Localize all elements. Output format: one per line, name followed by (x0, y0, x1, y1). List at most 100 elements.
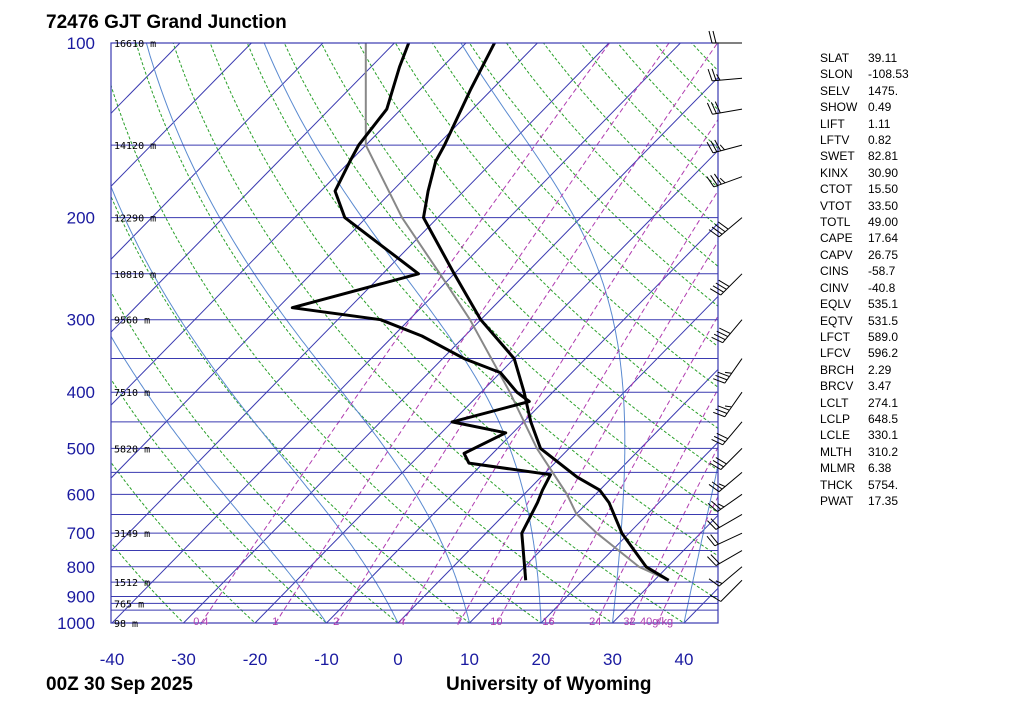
index-value: 2.29 (868, 362, 892, 377)
temperature-tick-label: 10 (460, 650, 479, 669)
wind-barb (709, 579, 743, 602)
mixing-ratio-line (496, 240, 718, 623)
index-key: EQTV (820, 313, 853, 328)
index-row: CINS -58.7 (820, 263, 909, 279)
index-key: CINS (820, 264, 849, 279)
temperature-profile (422, 43, 670, 582)
index-value: 531.5 (868, 313, 899, 328)
chart-title: 72476 GJT Grand Junction (46, 12, 287, 33)
index-key: CTOT (820, 182, 853, 197)
isotherm-line (254, 149, 718, 623)
index-row: SWET 82.81 (820, 148, 909, 164)
pressure-tick-label: 900 (67, 587, 95, 606)
mixing-ratio-line (275, 43, 670, 623)
pressure-tick-label: 1000 (57, 614, 95, 633)
index-value: 17.35 (868, 493, 899, 508)
index-row: SELV 1475. (820, 83, 909, 99)
index-value: 0.82 (868, 133, 892, 148)
index-key: SLON (820, 67, 853, 82)
index-key: EQLV (820, 297, 852, 312)
isotherm-line (612, 514, 718, 623)
mixing-ratio-line (458, 190, 718, 623)
height-label: 1512 m (114, 578, 150, 589)
index-key: LCLT (820, 395, 849, 410)
height-label: 765 m (114, 599, 144, 610)
mixing-ratio-label: 24 (589, 616, 601, 628)
temperature-tick-label: 40 (675, 650, 694, 669)
dry-adiabat-line (616, 43, 718, 150)
index-row: TOTL 49.00 (820, 214, 909, 230)
index-value: -108.53 (868, 67, 909, 82)
index-value: 648.5 (868, 411, 899, 426)
wind-barb (707, 514, 743, 530)
temperature-tick-label: -30 (171, 650, 196, 669)
index-value: -58.7 (868, 264, 896, 279)
index-row: LIFT 1.11 (820, 116, 909, 132)
pressure-tick-label: 100 (67, 34, 95, 53)
index-key: LFCT (820, 329, 850, 344)
index-value: 1475. (868, 83, 899, 98)
dewpoint-profile (290, 43, 552, 581)
isotherm-line (111, 43, 395, 333)
wind-barb (706, 139, 743, 154)
mixing-ratio-line (656, 495, 718, 623)
dry-adiabat-line (320, 43, 718, 471)
mixing-ratio-line (336, 43, 718, 623)
index-row: LFCV 596.2 (820, 345, 909, 361)
dry-adiabat-line (505, 43, 718, 267)
observation-time: 00Z 30 Sep 2025 (46, 674, 193, 695)
index-key: CINV (820, 280, 849, 295)
dry-adiabat-line (431, 43, 718, 348)
index-value: 535.1 (868, 297, 899, 312)
index-key: BRCV (820, 379, 854, 394)
wind-barbs (706, 30, 743, 602)
index-value: 310.2 (868, 444, 899, 459)
index-key: SHOW (820, 100, 858, 115)
index-row: LCLE 330.1 (820, 427, 909, 443)
index-value: 15.50 (868, 182, 899, 197)
index-key: SWET (820, 149, 855, 164)
height-label: 5820 m (114, 444, 150, 455)
pressure-tick-label: 200 (67, 209, 95, 228)
dry-adiabat-line (111, 83, 542, 623)
index-key: MLTH (820, 444, 852, 459)
index-row: SLON -108.53 (820, 66, 909, 82)
wind-barb (707, 493, 743, 512)
index-row: CINV -40.8 (820, 280, 909, 296)
temperature-tick-label: 30 (603, 650, 622, 669)
index-value: 596.2 (868, 346, 899, 361)
index-row: VTOT 33.50 (820, 198, 909, 214)
pressure-tick-label: 400 (67, 383, 95, 402)
wind-barb (707, 550, 743, 566)
moist-adiabat-line (145, 43, 470, 623)
wind-barb (706, 101, 743, 115)
index-row: SHOW 0.49 (820, 99, 909, 115)
index-row: THCK 5754. (820, 477, 909, 493)
temperature-tick-label: 0 (393, 650, 402, 669)
wind-barb (708, 30, 742, 44)
index-value: 39.11 (868, 51, 898, 65)
pressure-tick-label: 600 (67, 485, 95, 504)
index-key: LCLP (820, 411, 851, 426)
mixing-ratio-label: 10 (490, 616, 502, 628)
height-label: 12290 m (114, 214, 156, 225)
dry-adiabat-line (111, 542, 185, 623)
moist-adiabat-line (683, 463, 718, 623)
dry-adiabat-line (135, 43, 614, 623)
dry-adiabat-line (111, 378, 328, 623)
moist-adiabat-line (111, 335, 327, 623)
index-row: LFCT 589.0 (820, 329, 909, 345)
wind-barb (713, 358, 743, 384)
index-value: 17.64 (868, 231, 899, 246)
height-label: 98 m (114, 619, 138, 630)
index-key: LFTV (820, 133, 850, 148)
dry-adiabat-line (468, 43, 718, 307)
index-key: LCLE (820, 428, 851, 443)
index-row: SLAT 39.11 (820, 50, 909, 66)
wind-barb (708, 566, 743, 587)
height-label: 7510 m (114, 388, 150, 399)
isotherm-line (0, 43, 37, 623)
isotherm-line (540, 441, 718, 623)
pressure-tick-label: 500 (67, 439, 95, 458)
